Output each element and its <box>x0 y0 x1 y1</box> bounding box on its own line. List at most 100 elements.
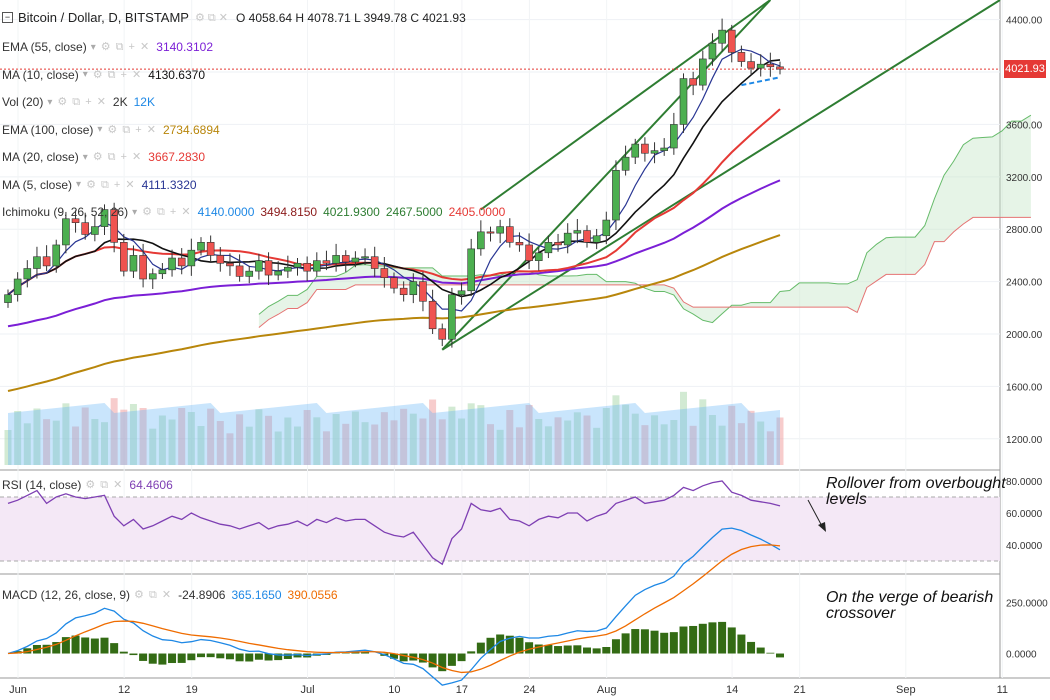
indicator-row[interactable]: MA (20, close) ▾ ⚙ ⧉ + ✕ 3667.2830 <box>2 148 211 166</box>
indicator-tools-icon[interactable]: ⚙ ⧉ + ✕ <box>92 151 143 163</box>
volume-bar <box>168 419 176 465</box>
macd-histogram-bar <box>148 653 157 664</box>
time-tick-label: Jun <box>9 684 27 696</box>
indicator-row[interactable]: EMA (55, close) ▾ ⚙ ⧉ + ✕ 3140.3102 <box>2 38 219 56</box>
volume-bar <box>81 407 89 465</box>
volume-bar <box>737 423 745 465</box>
chevron-down-icon[interactable]: ▾ <box>97 124 103 135</box>
candle <box>419 271 427 312</box>
rsi-annotation: Rollover from overbought levels <box>826 476 1006 508</box>
indicator-name: MA (10, close) <box>2 67 79 82</box>
volume-bar <box>101 422 108 465</box>
macd-histogram-bar <box>708 622 717 654</box>
candle-body <box>477 231 485 250</box>
chevron-down-icon[interactable]: ▾ <box>132 206 138 218</box>
time-tick-label: 10 <box>388 684 400 696</box>
macd-histogram-bar <box>467 651 476 654</box>
candle-body <box>689 78 697 86</box>
indicator-tools-icon[interactable]: ⚙ ⧉ + ✕ <box>86 178 136 191</box>
candle-body <box>515 242 524 246</box>
chevron-down-icon[interactable]: ▾ <box>82 69 88 80</box>
candle-body <box>332 255 340 264</box>
indicator-tools-icon[interactable]: ⚙ ⧉ + ✕ <box>142 206 192 218</box>
candle <box>776 61 784 75</box>
macd-value: 365.1650 <box>231 588 282 602</box>
chevron-down-icon[interactable]: ▾ <box>82 151 88 163</box>
candle <box>380 256 389 288</box>
macd-histogram-bar <box>505 635 514 654</box>
chevron-down-icon[interactable]: ▾ <box>47 96 53 108</box>
macd-value: 390.0556 <box>287 588 338 602</box>
rsi-annotation-line-2: levels <box>826 491 867 508</box>
volume-bar <box>448 406 456 465</box>
indicator-tools-icon[interactable]: ⚙ ⧉ + ✕ <box>107 123 157 136</box>
indicator-tools-icon[interactable]: ⚙ ⧉ + ✕ <box>92 68 143 81</box>
candle-body <box>23 268 32 280</box>
rsi-tools-icon[interactable]: ⚙ ⧉ ✕ <box>85 479 124 491</box>
indicator-row[interactable]: EMA (100, close) ▾ ⚙ ⧉ + ✕ 2734.6894 <box>2 121 226 139</box>
chart-title: − Bitcoin / Dollar, D, BITSTAMP ⚙ ⧉ ✕ O … <box>2 10 466 25</box>
volume-bar <box>52 420 60 465</box>
indicator-row[interactable]: MA (5, close) ▾ ⚙ ⧉ + ✕ 4111.3320 <box>2 176 203 194</box>
macd-histogram-bar <box>61 637 70 654</box>
candle-body <box>322 260 331 264</box>
macd-tools-icon[interactable]: ⚙ ⧉ ✕ <box>134 589 173 601</box>
volume-bar <box>110 398 118 465</box>
macd-histogram-bar <box>631 629 640 654</box>
indicator-tools-icon[interactable]: ⚙ ⧉ + ✕ <box>100 41 151 53</box>
time-tick-label: 17 <box>456 684 468 696</box>
macd-histogram-bar <box>81 637 90 654</box>
rsi-tick-label: 60.0000 <box>1006 509 1043 520</box>
candle <box>457 282 466 305</box>
macd-histogram-bar <box>206 653 215 658</box>
indicator-row[interactable]: Vol (20) ▾ ⚙ ⧉ + ✕ 2K 12K <box>2 93 161 111</box>
chevron-down-icon[interactable]: ▾ <box>76 179 82 190</box>
macd-histogram-bar <box>602 647 611 654</box>
macd-histogram-bar <box>418 653 427 663</box>
indicator-row[interactable]: MA (10, close) ▾ ⚙ ⧉ + ✕ 4130.6370 <box>2 66 211 84</box>
candle <box>505 218 514 248</box>
macd-histogram-bar <box>216 653 225 659</box>
candle-body <box>670 124 678 149</box>
candle-body <box>708 42 717 60</box>
candle <box>766 52 775 77</box>
macd-name: MACD (12, 26, close, 9) <box>2 588 131 602</box>
volume-bar <box>62 403 70 465</box>
candle <box>91 215 99 242</box>
candle <box>467 238 476 297</box>
volume-bar <box>33 408 41 465</box>
macd-histogram-bar <box>119 651 128 654</box>
settings-icon[interactable]: ⚙ ⧉ ✕ <box>194 11 229 24</box>
indicator-row[interactable]: Ichimoku (9, 26, 52, 26) ▾ ⚙ ⧉ + ✕ 4140.000… <box>2 203 511 221</box>
macd-histogram-bar <box>71 635 80 654</box>
candle-body <box>129 255 138 272</box>
candle-body <box>284 266 292 272</box>
ema100-line <box>7 234 781 392</box>
candle <box>42 245 51 272</box>
volume-bar <box>216 421 224 465</box>
indicator-tools-icon[interactable]: ⚙ ⧉ + ✕ <box>57 96 107 108</box>
volume-bar <box>139 408 147 465</box>
candle <box>708 33 717 66</box>
volume-bar <box>573 412 581 465</box>
macd-histogram-bar <box>727 627 736 654</box>
macd-histogram-bar <box>399 653 408 662</box>
collapse-icon[interactable]: − <box>2 12 13 23</box>
candle <box>727 24 736 63</box>
macd-tick-label: 250.0000 <box>1006 599 1048 610</box>
candle-body <box>274 270 283 276</box>
time-tick-label: 14 <box>726 684 738 696</box>
macd-histogram-bar <box>129 653 138 656</box>
macd-histogram-bar <box>573 645 582 654</box>
candle-body <box>679 78 688 125</box>
macd-histogram-bar <box>611 639 620 654</box>
chevron-down-icon[interactable]: ▾ <box>90 41 96 53</box>
candle-body <box>110 209 118 243</box>
time-tick-label: 21 <box>794 684 806 696</box>
macd-histogram-bar <box>177 653 186 663</box>
candle <box>583 225 591 248</box>
channel-parallel-line <box>480 0 771 211</box>
indicator-value: 4021.9300 <box>323 205 380 219</box>
candle <box>255 253 263 280</box>
